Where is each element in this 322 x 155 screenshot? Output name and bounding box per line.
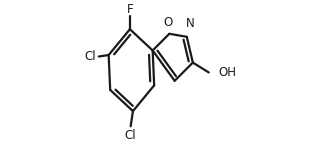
- Text: Cl: Cl: [125, 129, 137, 142]
- Text: Cl: Cl: [84, 50, 96, 63]
- Text: OH: OH: [218, 66, 236, 79]
- Text: N: N: [186, 17, 195, 30]
- Text: F: F: [127, 3, 133, 16]
- Text: O: O: [163, 16, 173, 29]
